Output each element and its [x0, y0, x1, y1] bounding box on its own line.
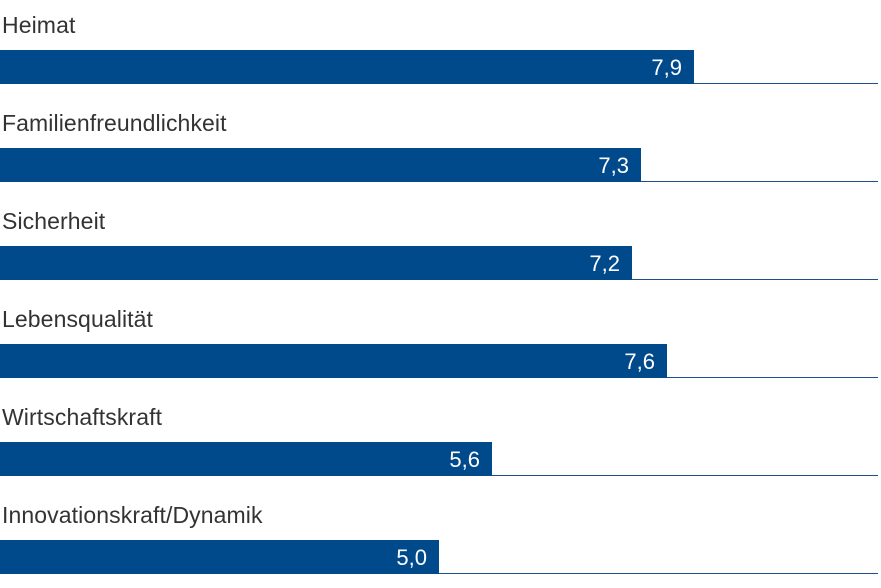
bar: 5,0: [0, 540, 439, 574]
category-label: Innovationskraft/Dynamik: [2, 502, 263, 528]
chart-row: Wirtschaftskraft 5,6: [0, 392, 881, 490]
bar: 7,2: [0, 246, 632, 280]
chart-row: Familienfreundlichkeit 7,3: [0, 98, 881, 196]
bar-value-label: 5,6: [449, 447, 480, 472]
bar: 7,3: [0, 148, 641, 182]
bar-track: 7,6: [0, 344, 878, 378]
bar-track: 7,3: [0, 148, 878, 182]
bar-track: 7,2: [0, 246, 878, 280]
bar-chart: Heimat 7,9 Familienfreundlichkeit 7,3 Sicher…: [0, 0, 881, 574]
chart-row: Innovationskraft/Dynamik 5,0: [0, 490, 881, 588]
chart-row: Sicherheit 7,2: [0, 196, 881, 294]
chart-row: Heimat 7,9: [0, 0, 881, 98]
chart-row: Lebensqualität 7,6: [0, 294, 881, 392]
bar-value-label: 7,2: [589, 251, 620, 276]
bar: 5,6: [0, 442, 492, 476]
category-label: Familienfreundlichkeit: [2, 110, 227, 136]
bar: 7,9: [0, 50, 694, 84]
bar-value-label: 7,3: [598, 153, 629, 178]
category-label: Wirtschaftskraft: [2, 404, 163, 430]
bar-value-label: 7,6: [624, 349, 655, 374]
category-label: Heimat: [2, 12, 76, 38]
bar: 7,6: [0, 344, 667, 378]
bar-value-label: 7,9: [651, 55, 682, 80]
bar-value-label: 5,0: [396, 545, 427, 570]
bar-track: 7,9: [0, 50, 878, 84]
category-label: Sicherheit: [2, 208, 106, 234]
category-label: Lebensqualität: [2, 306, 154, 332]
bar-track: 5,6: [0, 442, 878, 476]
bar-track: 5,0: [0, 540, 878, 574]
